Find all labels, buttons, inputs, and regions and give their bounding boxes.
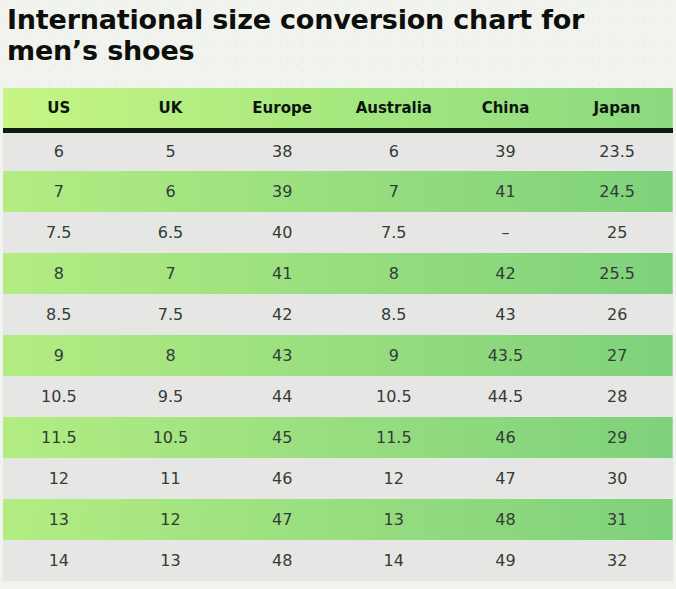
table-row: 11.510.54511.54629	[3, 417, 673, 458]
table-cell: 40	[226, 212, 338, 253]
column-header-china: China	[450, 88, 562, 130]
table-cell: 23.5	[561, 130, 673, 171]
table-header: USUKEuropeAustraliaChinaJapan	[3, 88, 673, 130]
table-cell: 48	[450, 499, 562, 540]
table-cell: 11	[115, 458, 227, 499]
column-header-uk: UK	[115, 88, 227, 130]
table-cell: 6	[115, 171, 227, 212]
table-cell: 47	[226, 499, 338, 540]
table-cell: 25.5	[561, 253, 673, 294]
table-cell: 24.5	[561, 171, 673, 212]
table-cell: 41	[450, 171, 562, 212]
column-header-japan: Japan	[561, 88, 673, 130]
table-cell: 44	[226, 376, 338, 417]
table-row: 121146124730	[3, 458, 673, 499]
table-cell: 38	[226, 130, 338, 171]
table-cell: 5	[115, 130, 227, 171]
table-header-row: USUKEuropeAustraliaChinaJapan	[3, 88, 673, 130]
table-cell: 11.5	[338, 417, 450, 458]
table-cell: 46	[226, 458, 338, 499]
table-row: 10.59.54410.544.528	[3, 376, 673, 417]
table-cell: 13	[3, 499, 115, 540]
table-cell: 42	[226, 294, 338, 335]
table-cell: 7	[3, 171, 115, 212]
table-cell: 26	[561, 294, 673, 335]
table-cell: 27	[561, 335, 673, 376]
table-cell: 41	[226, 253, 338, 294]
page: { "page": { "title": "International size…	[0, 0, 676, 589]
table-row: 7.56.5407.5–25	[3, 212, 673, 253]
table-cell: 12	[3, 458, 115, 499]
table-cell: 48	[226, 540, 338, 581]
table-cell: 39	[226, 171, 338, 212]
table-cell: 44.5	[450, 376, 562, 417]
table-cell: 9	[338, 335, 450, 376]
table-cell: 14	[338, 540, 450, 581]
table-row: 131247134831	[3, 499, 673, 540]
table-cell: 8.5	[338, 294, 450, 335]
table-cell: 7.5	[3, 212, 115, 253]
table-cell: 12	[338, 458, 450, 499]
table-cell: 13	[338, 499, 450, 540]
table-row: 141348144932	[3, 540, 673, 581]
table-cell: 6.5	[115, 212, 227, 253]
table-cell: 29	[561, 417, 673, 458]
table-cell: 31	[561, 499, 673, 540]
table-cell: 9.5	[115, 376, 227, 417]
page-title: International size conversion chart for …	[7, 4, 657, 66]
table-cell: 49	[450, 540, 562, 581]
table-cell: 32	[561, 540, 673, 581]
table-cell: 30	[561, 458, 673, 499]
table-cell: 10.5	[115, 417, 227, 458]
table-cell: 47	[450, 458, 562, 499]
column-header-europe: Europe	[226, 88, 338, 130]
table-cell: 7	[338, 171, 450, 212]
table-cell: 6	[338, 130, 450, 171]
table-cell: 43.5	[450, 335, 562, 376]
table-cell: 28	[561, 376, 673, 417]
table-cell: 7.5	[115, 294, 227, 335]
table-cell: 10.5	[3, 376, 115, 417]
table-cell: 46	[450, 417, 562, 458]
table-cell: 12	[115, 499, 227, 540]
table-cell: 43	[450, 294, 562, 335]
title-section: International size conversion chart for …	[0, 0, 676, 88]
table-row: 9843943.527	[3, 335, 673, 376]
table-body: 653863923.5763974124.57.56.5407.5–258741…	[3, 130, 673, 581]
table-cell: 14	[3, 540, 115, 581]
table-row: 763974124.5	[3, 171, 673, 212]
table-cell: 39	[450, 130, 562, 171]
table-cell: 11.5	[3, 417, 115, 458]
table-cell: 6	[3, 130, 115, 171]
column-header-us: US	[3, 88, 115, 130]
table-cell: 43	[226, 335, 338, 376]
column-header-australia: Australia	[338, 88, 450, 130]
table-cell: –	[450, 212, 562, 253]
table-cell: 10.5	[338, 376, 450, 417]
table-cell: 45	[226, 417, 338, 458]
table-cell: 42	[450, 253, 562, 294]
table-cell: 8.5	[3, 294, 115, 335]
table-cell: 8	[3, 253, 115, 294]
table-row: 874184225.5	[3, 253, 673, 294]
table-cell: 7.5	[338, 212, 450, 253]
size-conversion-table: USUKEuropeAustraliaChinaJapan 653863923.…	[3, 88, 673, 581]
table-cell: 8	[115, 335, 227, 376]
table-cell: 8	[338, 253, 450, 294]
table-cell: 25	[561, 212, 673, 253]
table-cell: 13	[115, 540, 227, 581]
table-cell: 7	[115, 253, 227, 294]
table-row: 8.57.5428.54326	[3, 294, 673, 335]
table-row: 653863923.5	[3, 130, 673, 171]
table-cell: 9	[3, 335, 115, 376]
